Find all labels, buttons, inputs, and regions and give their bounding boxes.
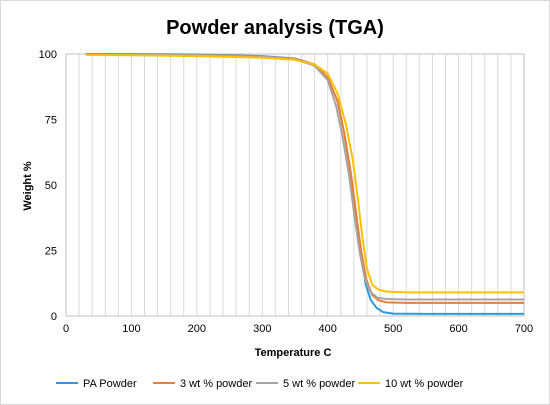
y-tick-label: 25 [45, 246, 57, 258]
plot-area [65, 53, 525, 317]
x-tick-label: 0 [63, 323, 69, 335]
x-tick-label: 300 [253, 323, 271, 335]
y-tick-label: 75 [45, 115, 57, 127]
x-tick-label: 500 [384, 323, 402, 335]
grid-lines [65, 53, 525, 317]
series-line [85, 54, 524, 294]
y-tick-label: 50 [45, 180, 57, 192]
series-lines [85, 53, 524, 315]
x-tick-label: 700 [515, 323, 533, 335]
legend-label: PA Powder [83, 378, 137, 390]
x-axis-ticks: 0 100 200 300 400 500 600 700 [63, 323, 533, 335]
legend-label: 10 wt % powder [385, 378, 464, 390]
x-tick-label: 600 [449, 323, 467, 335]
legend-label: 3 wt % powder [180, 378, 252, 390]
y-axis-title: Weight % [22, 161, 34, 211]
x-tick-label: 200 [188, 323, 206, 335]
y-axis-ticks: 0 25 50 75 100 [39, 49, 57, 323]
legend: PA Powder 3 wt % powder 5 wt % powder 10 wt… [56, 378, 464, 390]
x-axis-title: Temperature C [255, 347, 332, 359]
y-tick-label: 100 [39, 49, 57, 61]
x-tick-label: 100 [122, 323, 140, 335]
y-tick-label: 0 [51, 311, 57, 323]
x-tick-label: 400 [319, 323, 337, 335]
legend-label: 5 wt % powder [283, 378, 355, 390]
chart-title: Powder analysis (TGA) [166, 17, 384, 39]
